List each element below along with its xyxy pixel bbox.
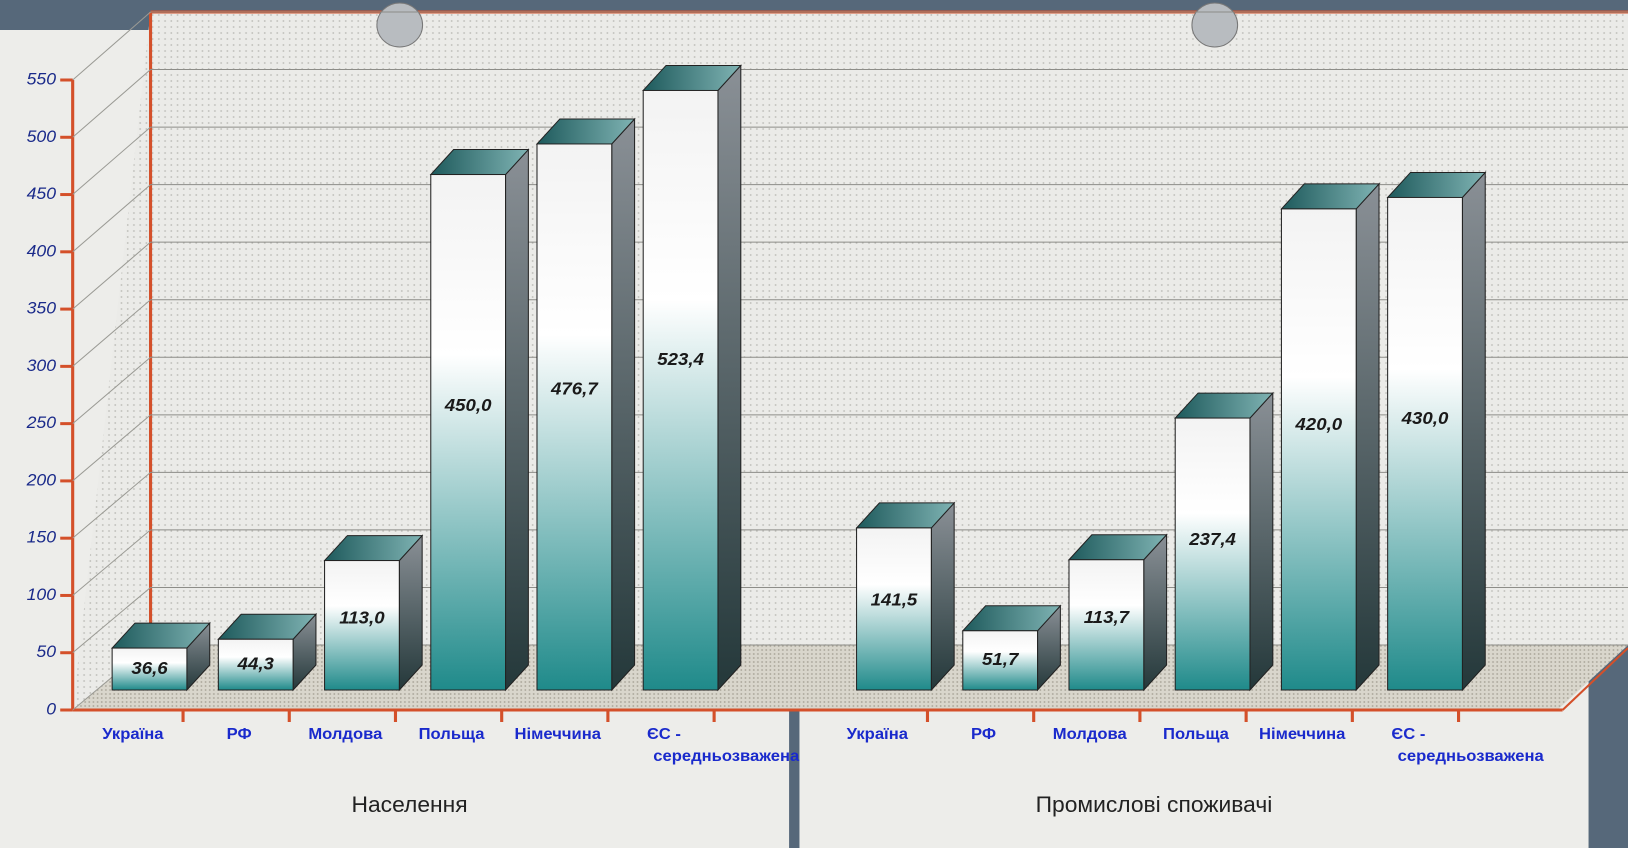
x-tick-label: Польща (419, 725, 486, 743)
bar (1174, 417, 1251, 691)
pin (1191, 2, 1239, 48)
pin (376, 2, 424, 48)
bar (217, 638, 294, 691)
x-tick-label: РФ (971, 725, 996, 743)
x-tick-label: ЄС -середньозважена (647, 725, 800, 765)
y-tick-label: 250 (26, 412, 57, 432)
x-tick-label: Україна (102, 725, 164, 743)
grid-line (72, 11, 151, 81)
x-tick-label: Молдова (308, 725, 383, 743)
bar-side (1461, 171, 1486, 692)
value-label: 523,4 (657, 348, 704, 369)
value-label: 430,0 (1401, 407, 1450, 428)
grid-line (72, 356, 151, 425)
grid-line (72, 126, 151, 195)
value-label: 476,7 (550, 378, 599, 399)
bar (536, 143, 613, 691)
x-tick-label: ЄС -середньозважена (1391, 725, 1544, 765)
y-tick-label: 100 (27, 584, 57, 604)
bar (430, 174, 507, 691)
x-tick-label: РФ (227, 725, 252, 743)
bar (1387, 196, 1463, 691)
bar-side (930, 501, 955, 692)
x-tick-label: Німеччина (515, 725, 602, 743)
y-tick-label: 500 (27, 126, 57, 146)
grid-line (72, 587, 151, 654)
grid-line (72, 299, 151, 367)
bar-side (1355, 182, 1380, 692)
bar-side (611, 117, 636, 692)
bar (962, 630, 1039, 691)
grid-line (72, 241, 151, 310)
bar (856, 527, 932, 691)
bar (642, 89, 719, 691)
value-label: 44,3 (237, 653, 274, 674)
y-tick-label: 550 (27, 69, 57, 89)
y-tick-label: 200 (26, 470, 57, 490)
y-tick-label: 300 (27, 355, 57, 375)
y-tick-label: 50 (36, 642, 56, 662)
value-label: 51,7 (982, 648, 1019, 669)
bar (111, 647, 188, 691)
value-label: 237,4 (1188, 529, 1236, 550)
y-tick-label: 400 (27, 241, 57, 261)
bar-side (717, 64, 742, 692)
bar-side (398, 534, 423, 692)
y-tick-label: 450 (27, 183, 57, 203)
bar-side (1249, 391, 1274, 692)
floor-edge (1561, 647, 1628, 711)
grid-line (72, 184, 151, 253)
grid-line (72, 69, 151, 138)
x-tick-label: Україна (847, 725, 909, 743)
bar (1280, 208, 1357, 691)
bar (324, 560, 400, 691)
grid-line (72, 471, 151, 539)
group-label: Населення (351, 792, 467, 817)
value-label: 113,0 (339, 607, 385, 628)
value-label: 420,0 (1294, 413, 1343, 434)
value-label: 141,5 (871, 589, 919, 610)
value-label: 450,0 (444, 395, 493, 416)
bar-side (1143, 533, 1168, 692)
y-tick-label: 0 (46, 699, 56, 719)
bar (1068, 559, 1145, 691)
value-label: 113,7 (1084, 606, 1130, 627)
value-label: 36,6 (131, 657, 168, 678)
grid-line (72, 529, 151, 596)
group-label: Промислові споживачі (1036, 792, 1273, 817)
y-tick-label: 150 (27, 527, 57, 547)
grid-line (72, 414, 151, 482)
x-tick-label: Німеччина (1259, 725, 1346, 743)
y-tick-label: 350 (27, 298, 57, 318)
x-tick-label: Молдова (1053, 725, 1128, 743)
bar-side (505, 148, 529, 692)
x-tick-label: Польща (1163, 725, 1230, 743)
